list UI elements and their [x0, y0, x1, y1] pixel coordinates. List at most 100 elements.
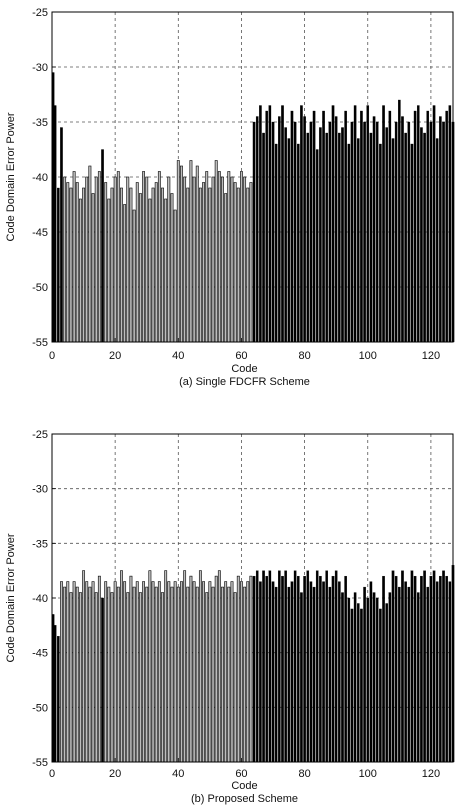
bar — [221, 176, 224, 343]
bar — [135, 581, 139, 763]
bar — [227, 586, 231, 763]
y-tick-label: -25 — [32, 7, 48, 19]
bar — [312, 586, 316, 763]
bar — [363, 586, 366, 763]
bar — [319, 575, 322, 763]
bar — [176, 586, 180, 763]
bar — [435, 581, 439, 763]
bar — [432, 570, 436, 763]
bar — [309, 121, 313, 343]
bar — [129, 187, 133, 343]
bar — [338, 132, 341, 343]
bar — [445, 575, 448, 763]
bar — [132, 209, 136, 343]
bar — [293, 570, 297, 763]
bar — [53, 625, 57, 763]
bar — [246, 581, 250, 763]
bar — [347, 143, 351, 343]
bar — [195, 586, 199, 763]
bar — [385, 127, 388, 343]
bar — [211, 176, 215, 343]
bar — [445, 110, 448, 343]
bar — [240, 171, 243, 343]
bar — [401, 116, 404, 343]
bar — [186, 586, 190, 763]
bar — [221, 586, 224, 763]
bar — [211, 586, 215, 763]
bar — [66, 581, 70, 763]
bar — [375, 121, 379, 343]
bar — [281, 575, 284, 763]
bar — [293, 121, 297, 343]
bar — [69, 592, 73, 763]
bar — [183, 176, 187, 343]
bar — [426, 586, 430, 763]
bar — [353, 592, 357, 763]
bar — [205, 171, 209, 343]
bar — [243, 176, 247, 343]
bar — [287, 586, 291, 763]
bar — [151, 187, 155, 343]
bar — [148, 198, 152, 343]
bar — [394, 575, 398, 763]
bar — [375, 597, 379, 763]
bar — [113, 581, 117, 763]
bar — [303, 116, 306, 343]
bar — [407, 121, 411, 343]
bar — [94, 592, 98, 763]
bar — [243, 586, 247, 763]
bar — [230, 581, 234, 763]
bar — [192, 581, 196, 763]
bar — [442, 570, 445, 763]
bar — [186, 187, 190, 343]
bar — [416, 105, 420, 343]
chart-panel-b: -25 -30 -35 -40 -45 -50 -550 20 40 60 80 100 120 Code… — [5, 429, 455, 805]
bar — [388, 592, 392, 763]
bar — [72, 581, 76, 763]
bar — [154, 182, 158, 343]
bar — [413, 575, 417, 763]
bar — [78, 592, 82, 763]
bar — [328, 121, 332, 343]
bar — [151, 581, 155, 763]
bar — [284, 570, 287, 763]
bar — [132, 586, 136, 763]
bar — [82, 187, 86, 343]
bar — [126, 592, 130, 763]
bar — [240, 581, 243, 763]
bar — [170, 193, 174, 343]
bar — [75, 586, 79, 763]
chart-caption: (b) Proposed Scheme — [191, 793, 298, 805]
bar — [246, 187, 250, 343]
bar — [189, 575, 193, 763]
bar — [426, 110, 430, 343]
bar — [268, 105, 272, 343]
bar — [312, 110, 316, 343]
bar — [325, 570, 328, 763]
chart-caption: (a) Single FDCFR Scheme — [179, 376, 310, 388]
bar — [341, 592, 344, 763]
bar — [439, 575, 442, 763]
bar — [363, 121, 366, 343]
x-tick-label: 100 — [359, 350, 377, 362]
bar — [123, 204, 127, 343]
bar — [290, 581, 294, 763]
bar — [255, 570, 259, 763]
bar — [233, 592, 237, 763]
bar — [116, 171, 120, 343]
bar — [217, 570, 221, 763]
bar — [161, 187, 164, 343]
bar — [325, 132, 328, 343]
y-tick-label: -30 — [32, 484, 48, 496]
bar — [429, 575, 433, 763]
x-axis-label: Code — [231, 363, 257, 375]
bar — [394, 121, 398, 343]
bar — [104, 182, 108, 343]
bar — [173, 209, 177, 343]
bar — [259, 581, 262, 763]
bar — [208, 187, 212, 343]
bar — [224, 193, 228, 343]
bar — [300, 105, 303, 343]
x-tick-label: 0 — [49, 350, 55, 362]
bar — [300, 592, 303, 763]
